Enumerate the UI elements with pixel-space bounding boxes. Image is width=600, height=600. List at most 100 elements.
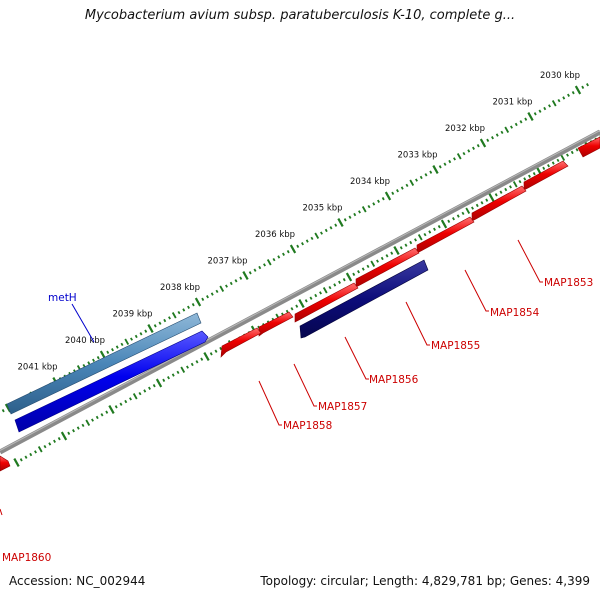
- ruler-minor-tick: [139, 332, 143, 336]
- ruler-minor-tick: [538, 109, 542, 113]
- ruler-minor-tick: [491, 136, 494, 140]
- ruler-minor-tick: [504, 126, 510, 133]
- ruler-minor-tick: [329, 226, 333, 230]
- ruler-minor-tick: [171, 312, 177, 319]
- feature-map1856-reverse[interactable]: [299, 259, 429, 339]
- ruler-minor-tick: [551, 100, 557, 107]
- ruler-minor-tick: [519, 120, 523, 124]
- ruler-lower: [13, 135, 600, 467]
- ruler-minor-tick: [163, 318, 167, 323]
- accession-text: Accession: NC_002944: [9, 574, 146, 588]
- ruler-minor-tick: [180, 366, 186, 373]
- gene-label-map1856[interactable]: MAP1856: [369, 374, 419, 386]
- ruler-minor-tick: [182, 308, 186, 312]
- ruler-minor-tick: [428, 230, 432, 234]
- feature-map1858-b[interactable]: [220, 327, 262, 358]
- ruler-minor-tick: [290, 307, 294, 311]
- ruler-minor-tick: [105, 410, 109, 414]
- ruler-minor-tick: [524, 117, 528, 121]
- ruler-minor-tick: [518, 179, 522, 184]
- feature-map1857[interactable]: [294, 282, 359, 323]
- feature-meth-track[interactable]: [6, 312, 202, 415]
- ruler-major-tick: [155, 378, 163, 388]
- ruler-minor-tick: [547, 164, 550, 168]
- ruler-minor-tick: [48, 442, 52, 446]
- ruler-minor-tick: [144, 329, 148, 333]
- ruler-minor-tick: [567, 93, 570, 97]
- ruler-minor-tick: [433, 227, 436, 231]
- ruler-minor-tick: [543, 106, 547, 111]
- ruler-minor-tick: [320, 231, 323, 235]
- feature-map1860[interactable]: [0, 455, 11, 472]
- ruler-minor-tick: [494, 193, 498, 197]
- gene-label-map1855[interactable]: MAP1855: [431, 340, 480, 352]
- ruler-minor-tick: [353, 212, 357, 217]
- ruler-minor-tick: [417, 234, 423, 241]
- ruler-label: 2035 kbp: [303, 204, 343, 214]
- gene-label-map1854[interactable]: MAP1854: [490, 307, 540, 319]
- ruler-label: 2033 kbp: [398, 151, 438, 161]
- ruler-minor-tick: [206, 295, 209, 299]
- ruler-minor-tick: [153, 324, 157, 328]
- gene-label-map1857[interactable]: MAP1857: [318, 401, 367, 413]
- ruler-minor-tick: [504, 187, 508, 192]
- ruler-minor-tick: [404, 243, 408, 247]
- ruler-major-tick: [488, 193, 495, 202]
- leader-map1854: [464, 269, 489, 312]
- ruler-minor-tick: [219, 346, 223, 351]
- feature-map1853-b[interactable]: [523, 160, 569, 191]
- feature-map1853-a[interactable]: [577, 136, 600, 158]
- ruler-minor-tick: [37, 446, 43, 453]
- ruler-minor-tick: [447, 219, 451, 224]
- ruler-minor-tick: [352, 272, 356, 277]
- ruler-minor-tick: [471, 206, 474, 210]
- ruler-minor-tick: [19, 458, 23, 462]
- feature-map1858-a[interactable]: [258, 311, 294, 337]
- ruler-minor-tick: [475, 203, 479, 208]
- ruler-minor-tick: [528, 174, 531, 178]
- ruler-minor-tick: [533, 112, 537, 116]
- ruler-minor-tick: [115, 345, 119, 349]
- leader-map1858: [258, 380, 282, 426]
- ruler-major-tick: [108, 405, 115, 414]
- ruler-major-tick: [393, 246, 400, 255]
- ruler-minor-tick: [348, 215, 352, 219]
- ruler-minor-tick: [225, 284, 228, 288]
- ruler-minor-tick: [423, 232, 427, 237]
- ruler-minor-tick: [324, 228, 328, 233]
- ruler-minor-tick: [415, 178, 418, 182]
- ruler-minor-tick: [210, 292, 214, 296]
- ruler-minor-tick: [551, 161, 555, 165]
- ruler-minor-tick: [187, 305, 190, 309]
- ruler-minor-tick: [167, 376, 170, 380]
- ruler-minor-tick: [215, 289, 219, 294]
- ruler-minor-tick: [500, 130, 504, 135]
- ruler-minor-tick: [87, 361, 91, 365]
- ruler-minor-tick: [296, 244, 300, 249]
- gene-label-map1853[interactable]: MAP1853: [544, 277, 593, 289]
- feature-map1854[interactable]: [471, 185, 527, 222]
- ruler-minor-tick: [91, 418, 94, 422]
- leader-map1856: [344, 336, 369, 380]
- gene-label-map1860[interactable]: MAP1860: [2, 552, 51, 564]
- ruler-minor-tick: [571, 90, 575, 95]
- ruler-minor-tick: [119, 402, 123, 406]
- ruler-minor-tick: [85, 419, 91, 426]
- ruler-label: 2038 kbp: [160, 283, 200, 293]
- ruler-minor-tick: [57, 436, 61, 441]
- gene-label-leaders: [0, 239, 543, 516]
- ruler-minor-tick: [322, 287, 328, 294]
- ruler-minor-tick: [81, 423, 85, 428]
- feature-meth-reverse[interactable]: [14, 330, 209, 433]
- ruler-minor-tick: [399, 246, 403, 250]
- ruler-minor-tick: [400, 186, 404, 190]
- ruler-minor-tick: [29, 452, 33, 457]
- ruler-minor-tick: [381, 196, 385, 201]
- ruler-minor-tick: [372, 202, 376, 206]
- ruler-major-tick: [345, 272, 353, 282]
- ruler-minor-tick: [158, 321, 162, 325]
- gene-label-meth[interactable]: metH: [48, 292, 77, 304]
- gene-label-map1858[interactable]: MAP1858: [283, 420, 332, 432]
- ruler-minor-tick: [370, 260, 376, 267]
